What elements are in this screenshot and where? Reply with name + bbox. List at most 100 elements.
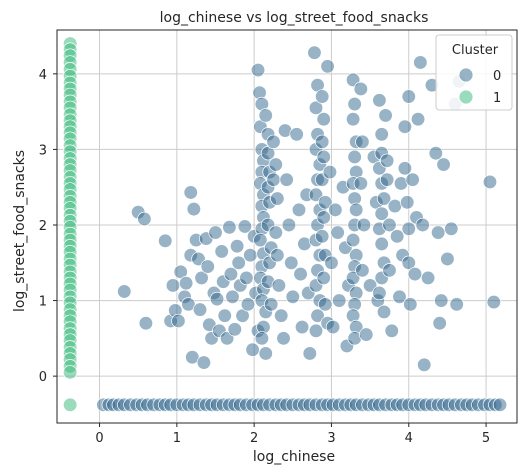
data-point-cluster-0 (384, 323, 399, 338)
legend-label-1: 1 (493, 91, 501, 106)
data-point-cluster-0 (318, 195, 333, 210)
data-point-cluster-0 (362, 278, 378, 293)
data-point-cluster-0 (316, 270, 331, 286)
data-point-cluster-0 (349, 202, 364, 218)
data-point-cluster-0 (353, 176, 368, 191)
data-point-cluster-0 (417, 357, 432, 372)
data-point-cluster-0 (308, 187, 324, 202)
data-point-cluster-0 (356, 217, 372, 233)
data-point-cluster-1 (62, 397, 78, 413)
data-point-cluster-0 (376, 304, 392, 320)
data-point-cluster-0 (387, 198, 402, 214)
data-point-cluster-0 (217, 308, 232, 323)
data-point-cluster-0 (264, 297, 279, 312)
data-point-cluster-0 (178, 276, 194, 291)
data-point-cluster-0 (291, 202, 307, 218)
data-point-cluster-0 (183, 185, 198, 200)
data-point-cluster-0 (440, 251, 455, 267)
data-point-cluster-0 (355, 263, 370, 278)
data-point-cluster-0 (372, 285, 387, 301)
data-point-cluster-0 (444, 221, 459, 236)
data-point-cluster-0 (400, 195, 415, 210)
data-point-cluster-0 (307, 45, 322, 60)
data-point-cluster-0 (382, 263, 397, 278)
data-point-cluster-0 (320, 59, 335, 74)
data-point-cluster-0 (237, 219, 253, 234)
data-point-cluster-0 (322, 164, 338, 180)
data-point-cluster-0 (138, 316, 154, 331)
plot-frame (56, 29, 518, 424)
data-point-cluster-0 (420, 270, 436, 286)
x-tick-label: 0 (95, 431, 103, 446)
data-point-cluster-0 (449, 297, 464, 312)
data-point-cluster-0 (294, 319, 310, 335)
data-point-cluster-0 (347, 149, 362, 165)
data-point-cluster-0 (192, 302, 208, 317)
data-point-cluster-0 (227, 322, 242, 337)
data-point-cluster-0 (165, 278, 181, 293)
data-point-cluster-0 (223, 266, 239, 282)
data-point-cluster-0 (231, 255, 246, 270)
data-point-cluster-0 (345, 112, 361, 127)
data-point-cluster-0 (332, 293, 347, 308)
data-point-cluster-0 (374, 206, 389, 221)
legend-box (435, 34, 513, 111)
y-tick-label: 3 (39, 143, 47, 158)
data-point-cluster-0 (293, 266, 308, 282)
data-point-cluster-0 (289, 127, 304, 142)
data-point-cluster-0 (376, 191, 392, 206)
data-point-cluster-0 (191, 251, 206, 267)
data-point-cluster-0 (428, 146, 443, 161)
data-point-cluster-0 (374, 236, 389, 252)
data-point-cluster-0 (315, 134, 330, 150)
data-point-cluster-0 (270, 191, 285, 206)
data-point-cluster-0 (158, 233, 173, 249)
x-tick-label: 2 (250, 431, 258, 446)
y-tick-label: 2 (39, 219, 47, 234)
legend-title: Cluster (452, 43, 499, 58)
y-tick-label: 0 (39, 370, 47, 385)
data-point-cluster-0 (308, 100, 324, 115)
data-point-cluster-0 (229, 238, 245, 254)
legend: Cluster 0 1 (435, 34, 513, 111)
data-point-cluster-0 (345, 232, 361, 248)
data-point-cluster-0 (318, 297, 333, 312)
data-point-cluster-0 (253, 232, 268, 248)
data-point-cluster-0 (266, 172, 281, 187)
data-point-cluster-0 (401, 89, 416, 104)
data-point-cluster-0 (196, 355, 212, 370)
data-point-cluster-1 (62, 365, 78, 380)
data-point-cluster-0 (403, 297, 418, 312)
data-point-cluster-0 (258, 346, 273, 361)
data-point-cluster-0 (240, 297, 256, 312)
y-tick-label: 1 (39, 295, 47, 310)
data-point-cluster-0 (258, 108, 273, 123)
data-point-cluster-0 (310, 308, 325, 323)
x-tick-label: 4 (405, 431, 413, 446)
data-point-cluster-0 (378, 108, 393, 123)
data-point-cluster-0 (430, 225, 446, 240)
data-point-cluster-0 (397, 119, 413, 134)
data-point-cluster-0 (415, 217, 430, 233)
data-point-cluster-0 (492, 397, 508, 413)
data-point-cluster-0 (486, 294, 501, 310)
data-point-cluster-0 (392, 289, 407, 304)
data-point-cluster-0 (325, 319, 341, 335)
data-point-cluster-0 (316, 112, 331, 127)
data-point-cluster-0 (266, 134, 281, 150)
data-point-cluster-0 (281, 217, 297, 233)
data-point-cluster-0 (413, 55, 428, 70)
legend-marker-1 (458, 89, 474, 105)
data-point-cluster-0 (397, 161, 413, 176)
y-tick-label: 4 (39, 68, 47, 83)
data-point-cluster-0 (200, 259, 215, 274)
data-point-cluster-0 (330, 225, 345, 240)
data-point-cluster-0 (276, 331, 291, 346)
data-point-cluster-0 (194, 270, 209, 286)
data-point-cluster-0 (372, 93, 387, 108)
data-point-cluster-0 (405, 172, 420, 187)
data-point-cluster-0 (315, 89, 330, 104)
data-point-cluster-0 (355, 134, 370, 150)
data-point-cluster-0 (268, 225, 283, 240)
